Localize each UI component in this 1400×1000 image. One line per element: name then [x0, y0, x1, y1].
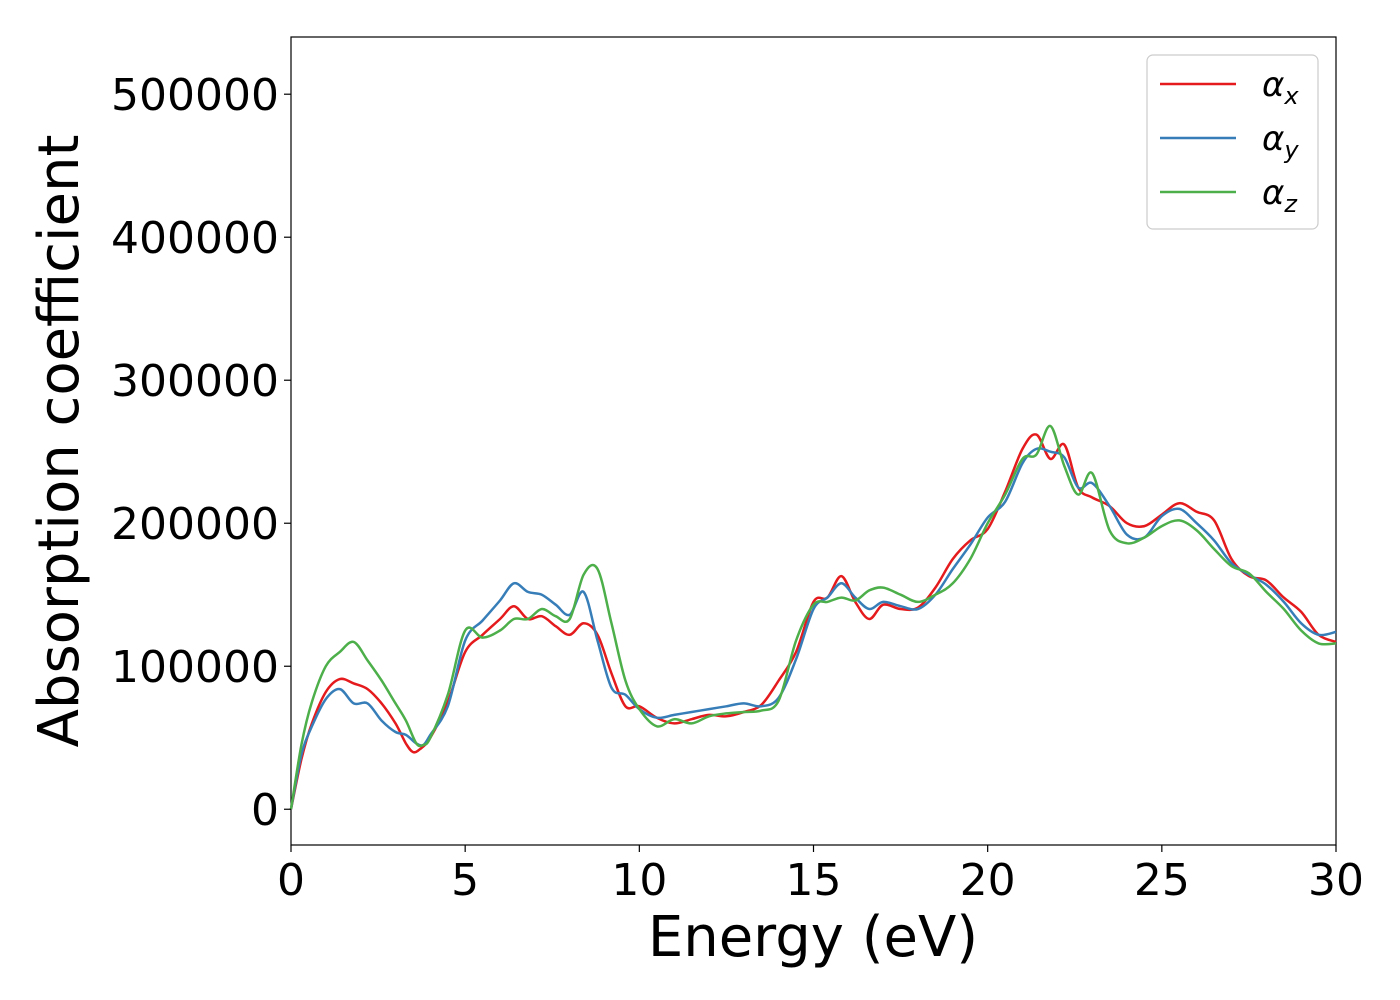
x-tick-label: 5 [451, 855, 479, 906]
series-layer [289, 424, 1337, 810]
y-tick-label: 300000 [111, 356, 279, 407]
x-tick-label: 15 [786, 855, 842, 906]
y-tick-label: 0 [251, 785, 279, 836]
x-tick-label: 25 [1134, 855, 1190, 906]
x-tick-label: 20 [960, 855, 1016, 906]
y-tick-label: 200000 [111, 499, 279, 550]
x-tick-label: 0 [277, 855, 305, 906]
y-tick-label: 500000 [111, 70, 279, 121]
x-axis-ticks: 0 5 10 15 20 25 30 [277, 845, 1364, 906]
y-axis-ticks: 0 100000 200000 300000 400000 500000 [111, 70, 291, 836]
legend-box [1146, 54, 1319, 230]
x-tick-label: 30 [1308, 855, 1364, 906]
x-axis-title: Energy (eV) [648, 905, 978, 970]
series-line-x [289, 433, 1337, 810]
y-tick-label: 100000 [111, 642, 279, 693]
x-tick-label: 10 [611, 855, 667, 906]
series-line-z [289, 424, 1337, 810]
y-tick-label: 400000 [111, 213, 279, 264]
y-axis-title: Absorption coefficient [27, 135, 92, 748]
